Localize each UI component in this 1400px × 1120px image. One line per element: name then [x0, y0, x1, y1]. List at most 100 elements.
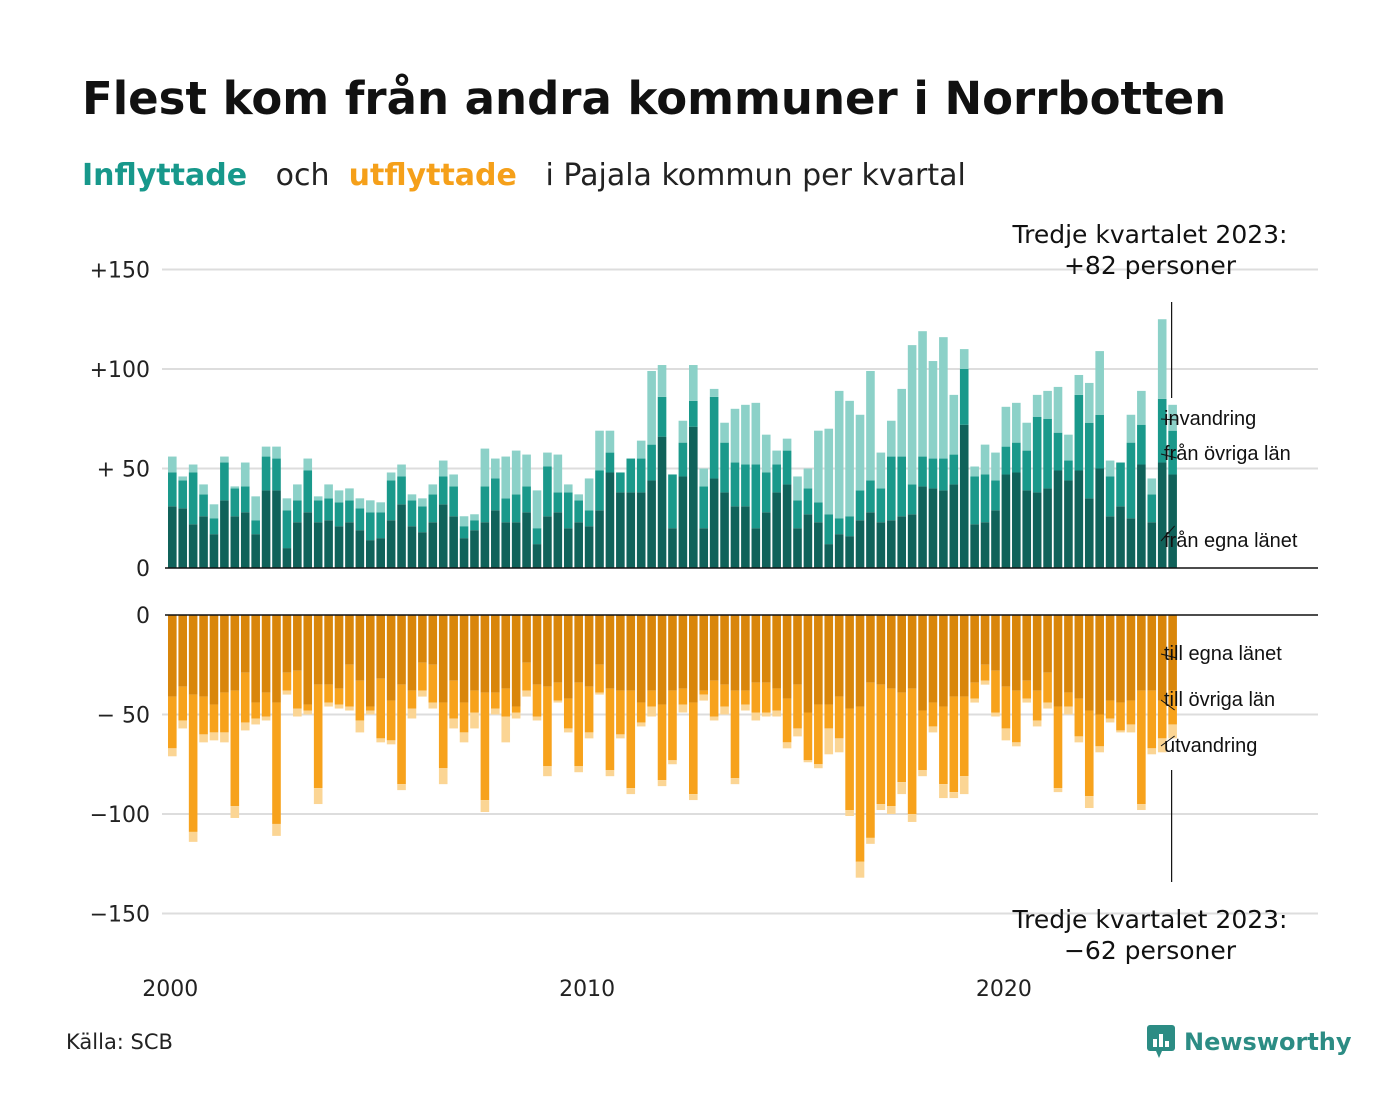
bar-out-segment [1074, 698, 1084, 737]
bar-out-segment [886, 806, 896, 814]
bar-out-segment [970, 615, 979, 683]
bar-in-segment [365, 512, 375, 541]
bar-out-segment [772, 615, 781, 689]
bar-out-segment [668, 615, 677, 691]
bar-out-segment [199, 696, 208, 735]
subtitle-och: och [275, 158, 330, 193]
bar-out-segment [397, 684, 406, 785]
bar-out-segment [678, 615, 688, 689]
bar-in-segment [220, 500, 229, 568]
bar-in-segment [553, 454, 563, 493]
bar-out-segment [1084, 615, 1094, 711]
bar-in-segment [407, 500, 417, 527]
bar-out-segment [418, 690, 427, 697]
bar-in-segment [240, 462, 250, 487]
bar-in-segment [199, 494, 208, 517]
bar-out-segment [1126, 700, 1136, 725]
bar-out-segment [772, 710, 781, 717]
bar-in-segment [824, 428, 834, 515]
bar-out-segment [1116, 702, 1125, 731]
bar-out-segment [876, 615, 886, 685]
bar-in-segment [272, 458, 281, 491]
bar-out-segment [959, 696, 969, 777]
bar-out-segment [168, 615, 177, 697]
bar-in-segment [1064, 460, 1073, 481]
bar-out-segment [418, 662, 427, 691]
bar-out-segment [855, 615, 865, 707]
bar-in-segment [376, 538, 385, 568]
bar-out-segment [918, 710, 927, 771]
bar-in-segment [918, 331, 927, 457]
bar-in-segment [1012, 402, 1021, 443]
bar-out-segment [168, 748, 177, 757]
bar-in-segment [720, 422, 729, 443]
bar-out-segment [616, 734, 625, 739]
bar-in-segment [1147, 478, 1157, 495]
bar-in-segment [1053, 432, 1063, 471]
bar-in-segment [949, 454, 959, 485]
bar-in-segment [1032, 492, 1042, 568]
bar-out-segment [939, 706, 948, 785]
bar-out-segment [491, 708, 500, 715]
bar-in-segment [1116, 462, 1125, 507]
bar-in-segment [814, 522, 823, 568]
bar-out-segment [980, 664, 990, 681]
bar-in-segment [574, 500, 583, 523]
bar-out-segment [293, 708, 302, 717]
bar-out-segment [886, 688, 896, 807]
bar-out-segment [918, 770, 927, 777]
bar-in-segment [470, 514, 479, 521]
bar-in-segment [959, 349, 969, 369]
bar-out-segment [959, 615, 969, 697]
bar-in-segment [668, 528, 677, 568]
bar-in-segment [563, 528, 573, 568]
bar-in-segment [386, 472, 396, 481]
bar-in-segment [647, 480, 656, 568]
bar-out-segment [209, 704, 219, 733]
bar-out-segment [543, 686, 552, 767]
bar-out-segment [980, 615, 990, 665]
bar-out-segment [949, 696, 959, 793]
bar-out-segment [511, 706, 521, 713]
bar-out-segment [1147, 690, 1157, 749]
bar-out-segment [761, 682, 771, 713]
bar-in-segment [1064, 480, 1073, 568]
bar-out-segment [751, 712, 761, 721]
bar-in-segment [449, 486, 458, 517]
x-tick-label: 2000 [142, 977, 198, 1000]
bar-in-segment [324, 484, 333, 499]
bar-in-segment [1084, 382, 1094, 423]
bar-in-segment [834, 534, 844, 568]
label-till-egna-lanet-pointer [1160, 653, 1177, 659]
bottom-y-tick-label: 0 [136, 604, 150, 629]
bar-in-segment [657, 396, 667, 437]
bar-in-segment [928, 458, 938, 489]
bar-out-segment [720, 684, 729, 707]
newsworthy-logo-icon [1147, 1025, 1175, 1058]
bar-out-segment [647, 690, 656, 707]
bar-out-segment [209, 732, 219, 741]
bar-out-segment [730, 778, 740, 785]
bar-in-segment [303, 458, 313, 471]
bar-out-segment [689, 702, 698, 795]
bar-out-segment [834, 738, 844, 753]
bar-out-segment [1116, 730, 1125, 733]
bar-out-segment [866, 615, 875, 683]
bar-out-segment [345, 664, 354, 707]
bar-in-segment [313, 496, 323, 501]
bar-in-segment [251, 534, 260, 568]
bar-out-segment [886, 615, 896, 689]
bar-out-segment [699, 694, 709, 701]
bar-out-segment [1012, 615, 1021, 691]
bar-in-segment [1116, 506, 1125, 568]
label-utvandring: utvandring [1164, 735, 1257, 757]
bar-in-segment [886, 420, 896, 457]
bar-out-segment [345, 615, 354, 665]
bar-out-segment [730, 615, 740, 691]
bar-in-segment [428, 522, 438, 568]
bar-out-segment [678, 688, 688, 705]
bar-in-segment [345, 488, 354, 501]
bar-in-segment [251, 496, 260, 521]
label-fran-ovriga-lan: från övriga län [1164, 443, 1291, 465]
bar-out-segment [803, 760, 813, 763]
